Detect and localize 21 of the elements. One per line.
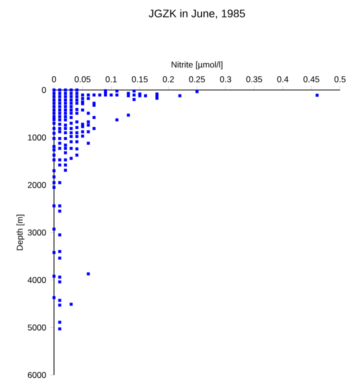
x-tick-label: 0.1 (106, 76, 117, 82)
x-tick-label: 0.25 (189, 76, 205, 82)
y-axis-title: Depth [m] (16, 214, 24, 250)
x-tick-label: 0.35 (246, 76, 262, 82)
x-tick-label: 0.05 (74, 76, 90, 82)
x-tick-label: 0.2 (162, 76, 174, 82)
x-tick-label: 0.45 (303, 76, 320, 82)
y-tick-label: 2000 (28, 182, 46, 188)
chart-title: JGZK in June, 1985 (148, 9, 245, 19)
x-axis-title: Nitrite [µmol/l] (172, 61, 222, 70)
y-tick-label: 3000 (28, 230, 46, 236)
y-tick-label: 5000 (28, 324, 46, 330)
y-tick-label: 1000 (28, 134, 46, 140)
x-tick-label: 0.3 (220, 76, 232, 82)
x-tick-label: 0.15 (132, 76, 148, 82)
y-tick-label: 0 (42, 87, 46, 93)
x-tick-label: 0.4 (277, 76, 288, 82)
y-tick-label: 6000 (28, 372, 46, 378)
y-tick-label: 4000 (28, 277, 46, 283)
x-tick-label: 0.5 (334, 76, 346, 82)
x-tick-label: 0 (52, 76, 56, 82)
